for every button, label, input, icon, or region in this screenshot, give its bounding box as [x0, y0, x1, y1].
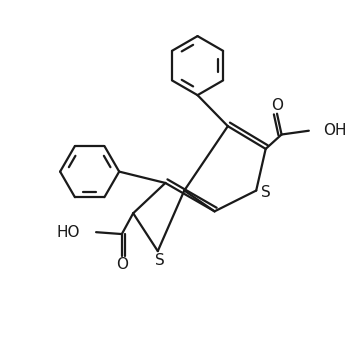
- Text: O: O: [116, 257, 128, 272]
- Text: HO: HO: [57, 225, 80, 240]
- Text: OH: OH: [323, 123, 347, 138]
- Text: S: S: [261, 185, 270, 200]
- Text: S: S: [155, 253, 165, 268]
- Text: O: O: [271, 98, 283, 113]
